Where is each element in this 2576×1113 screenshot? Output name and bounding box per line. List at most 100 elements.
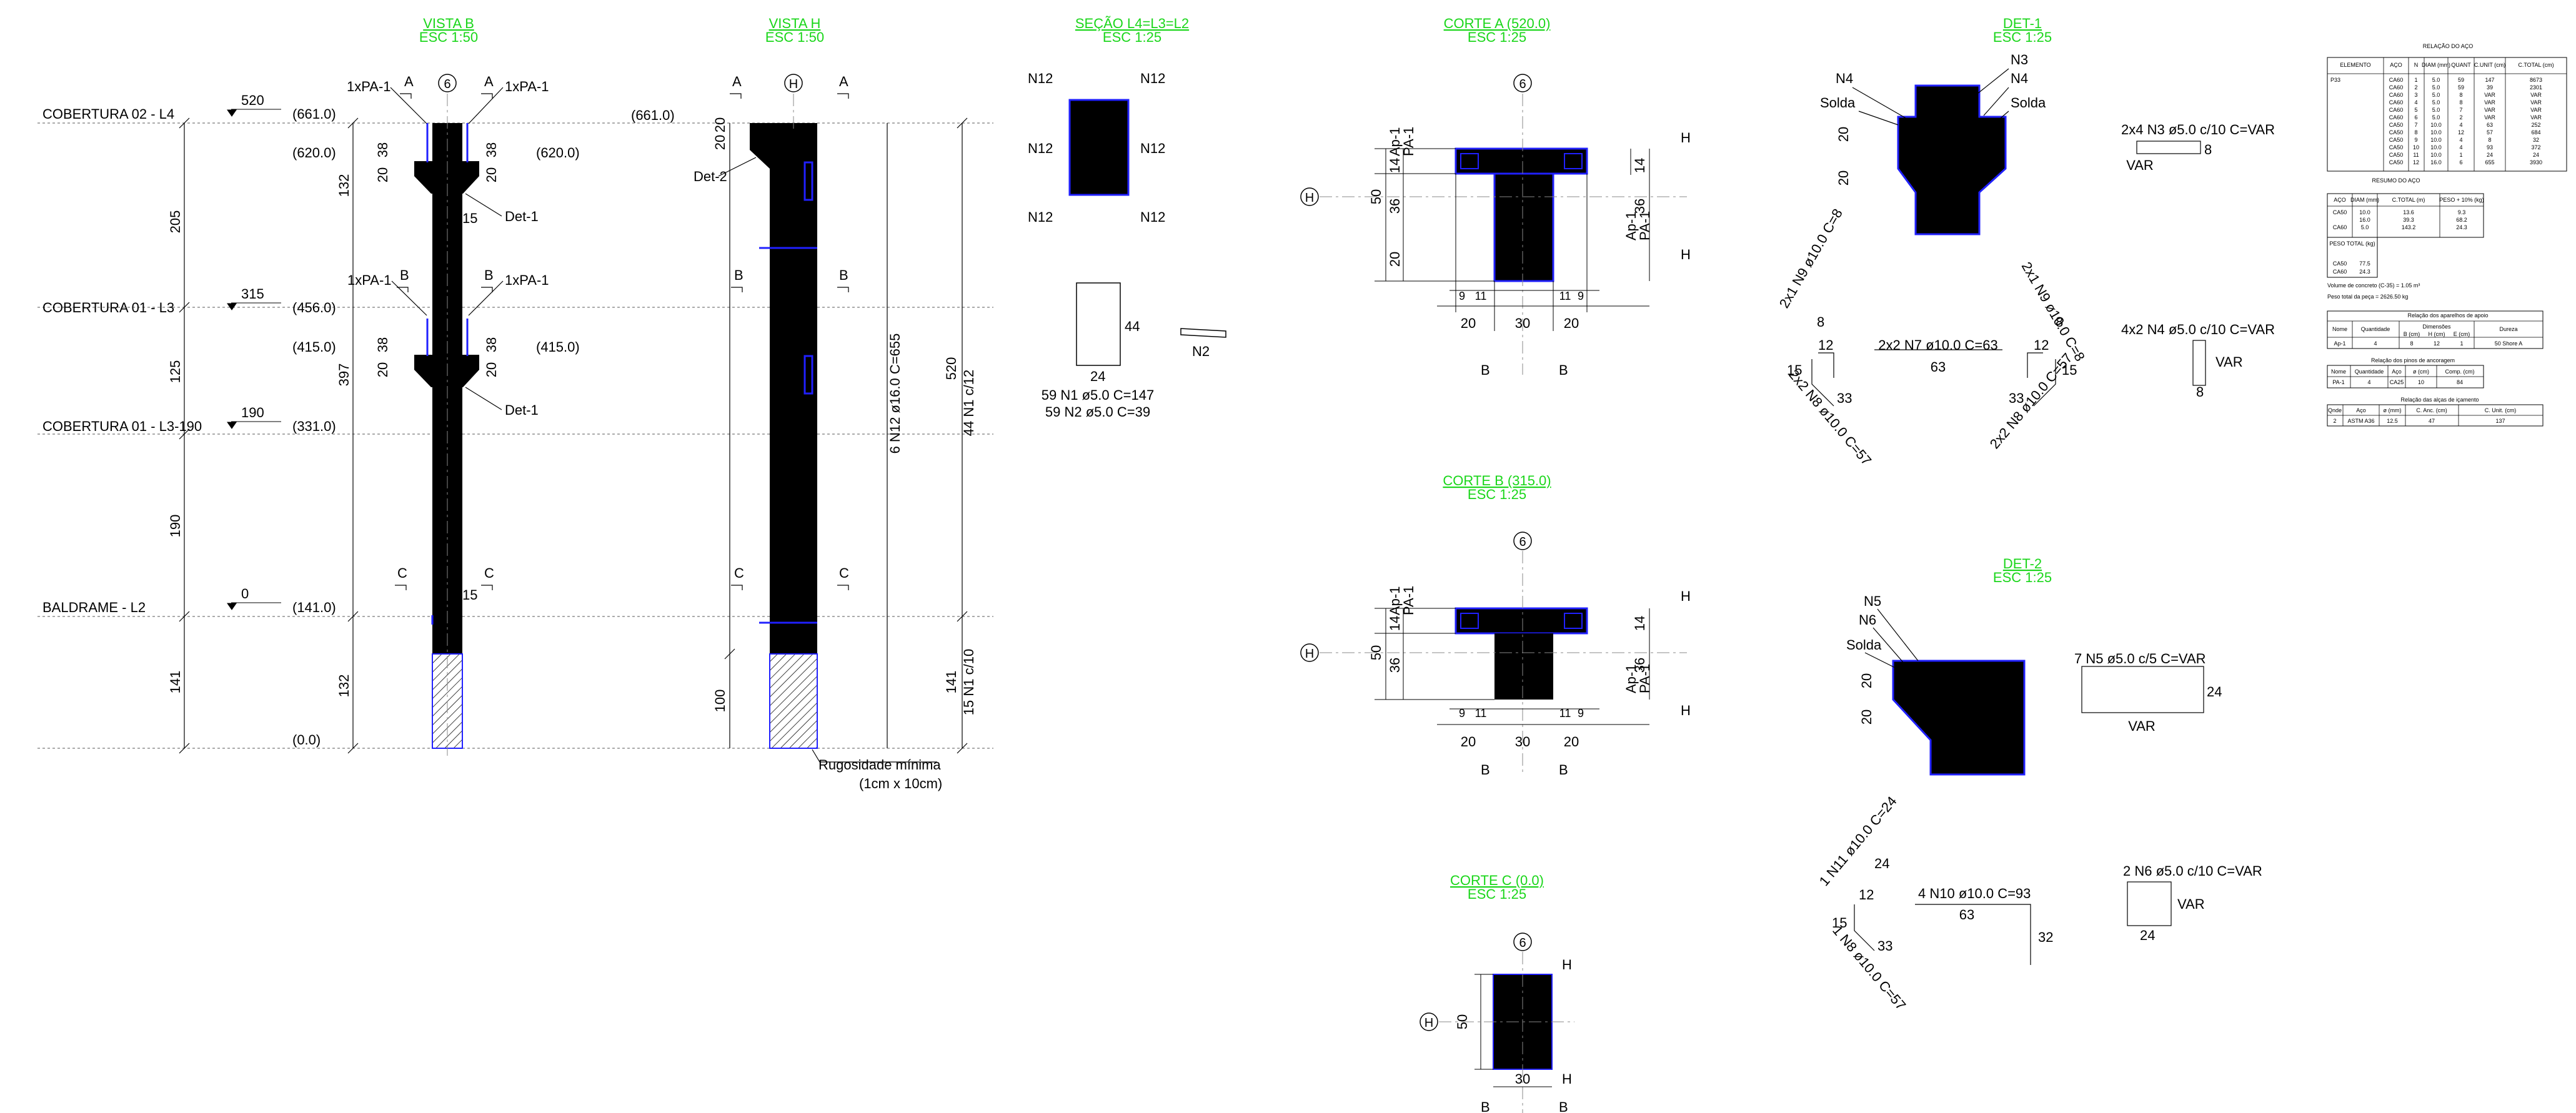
corte-b-d36-r: 36 <box>1632 658 1648 673</box>
n12-tr: N12 <box>1140 71 1165 86</box>
det1-d33-l: 33 <box>1837 390 1852 406</box>
relacao-cell: 4 <box>2459 122 2462 128</box>
corte-a-d20-br: 20 <box>1564 315 1579 331</box>
corte-b-d9-l: 9 <box>1459 707 1465 720</box>
det1-n3-d8: 8 <box>2204 142 2212 157</box>
rugosidade-label: Rugosidade mínima <box>818 757 941 773</box>
det2-d24: 24 <box>1874 856 1889 871</box>
corte-b-d14-l: 14 <box>1387 616 1403 631</box>
pa-label-top-left: 1xPA-1 <box>347 79 391 94</box>
det2-d20-a: 20 <box>1859 673 1874 688</box>
dim-20-mid-l: 20 <box>375 362 390 377</box>
relacao-cell: CA60 <box>2389 114 2404 121</box>
relacao-cell: CA60 <box>2389 84 2404 91</box>
resumo-cell: 24.3 <box>2456 224 2467 230</box>
corte-a-axis-6: 6 <box>1519 77 1526 91</box>
corte-c-b-right: B <box>1559 1099 1568 1113</box>
peso-peca-text: Peso total da peça = 2626.50 kg <box>2327 294 2408 300</box>
relacao-cell: 7 <box>2459 107 2462 113</box>
pinos-cell-nome: PA-1 <box>2332 379 2344 385</box>
corte-a-ap-label-r: Ap-1 <box>1623 212 1639 240</box>
relacao-cell: 5.0 <box>2432 99 2440 106</box>
vista-h-elev: (661.0) <box>631 107 675 123</box>
relacao-head-aco: AÇO <box>2390 62 2402 68</box>
det1-n3: N3 <box>2011 52 2028 67</box>
apoio-cell-e: 1 <box>2460 340 2463 347</box>
relacao-cell: CA60 <box>2389 99 2404 106</box>
det2-n5-label: 7 N5 ø5.0 c/5 C=VAR <box>2074 651 2206 666</box>
relacao-cell: 11 <box>2413 152 2419 158</box>
relacao-cell: 8 <box>2459 99 2462 106</box>
dim-190: 190 <box>167 515 183 538</box>
det1-d33-r: 33 <box>2009 390 2024 406</box>
det2-d20-b: 20 <box>1859 710 1874 725</box>
axis-6-vista-b: 6 <box>444 77 450 91</box>
apoio-sub-e: E (cm) <box>2454 331 2470 337</box>
relacao-cell: 5.0 <box>2432 107 2440 113</box>
corte-a-d30: 30 <box>1515 315 1530 331</box>
resumo-cell: 68.2 <box>2456 217 2467 223</box>
relacao-cell: VAR <box>2530 92 2542 98</box>
relacao-cell: 372 <box>2531 144 2540 151</box>
tables-panel: RELAÇÃO DO AÇO ELEMENTO AÇO N DIAM (mm) … <box>2327 43 2567 427</box>
level-elev-456: (456.0) <box>292 300 336 315</box>
corte-a-d20-l: 20 <box>1387 252 1403 267</box>
dim-15-top: 15 <box>462 210 477 226</box>
det1-n3-var: VAR <box>2126 157 2154 173</box>
det2-d32: 32 <box>2038 929 2053 945</box>
pinos-cell-qtd: 4 <box>2367 379 2370 385</box>
vista-h-scale: ESC 1:50 <box>765 29 824 45</box>
det2-d33: 33 <box>1877 938 1892 954</box>
pinos-head-aco: Aço <box>2392 369 2402 375</box>
corte-b-b-left: B <box>1481 762 1490 778</box>
dim-20-top-l: 20 <box>375 167 390 182</box>
level-elev-661: (661.0) <box>292 106 336 122</box>
det1-n4-d8: 8 <box>2196 384 2204 400</box>
peso-cell: 77.5 <box>2359 260 2370 267</box>
corte-a-pa-label: PA-1 <box>1401 127 1416 156</box>
relacao-cell: 1 <box>2414 77 2417 83</box>
corte-b-pa-label-r: PA-1 <box>1637 664 1653 693</box>
corte-a-d20-bl: 20 <box>1461 315 1476 331</box>
relacao-cell: CA50 <box>2389 144 2404 151</box>
relacao-cell: CA50 <box>2389 129 2404 136</box>
relacao-cell: 2 <box>2414 84 2417 91</box>
corte-b-d14-r: 14 <box>1632 616 1648 631</box>
secao-dim-24: 24 <box>1090 369 1105 384</box>
corte-a-title: CORTE A (520.0) <box>1444 16 1551 31</box>
icam-cell-aco: ASTM A36 <box>2347 418 2374 424</box>
relacao-cell: 12 <box>2458 129 2464 136</box>
pa-label-mid-right: 1xPA-1 <box>505 272 549 288</box>
dim-38-mid-r: 38 <box>484 337 499 352</box>
relacao-cell: 5.0 <box>2432 84 2440 91</box>
relacao-cell: 8 <box>2488 137 2491 143</box>
det2-n5: N5 <box>1864 593 1881 609</box>
relacao-cell: CA60 <box>2389 107 2404 113</box>
det2-n8-label: 1 N8 ø10.0 C=57 <box>1829 923 1909 1013</box>
det1-n7-label: 2x2 N7 ø10.0 C=63 <box>1878 337 1997 353</box>
det2-n11-label: 1 N11 ø10.0 C=24 <box>1816 793 1900 889</box>
det1-title: DET-1 <box>2003 16 2042 31</box>
section-a-left: A <box>404 74 414 89</box>
resumo-cell: 143.2 <box>2402 224 2416 230</box>
det2-n6-var: VAR <box>2177 896 2205 912</box>
relacao-cell: 10 <box>2413 144 2419 151</box>
icam-cell-canc: 47 <box>2429 418 2435 424</box>
relacao-cell: 10.0 <box>2430 129 2442 136</box>
det1-d8-l: 8 <box>1817 314 1824 330</box>
corte-a-pa-label-r: PA-1 <box>1637 211 1653 240</box>
n12-bl: N12 <box>1028 209 1053 225</box>
resumo-head-aco: AÇO <box>2334 197 2346 203</box>
secao-title: SEÇÃO L4=L3=L2 <box>1075 16 1189 31</box>
corte-c-d30: 30 <box>1515 1071 1530 1087</box>
vista-h-section-a-right: A <box>839 74 848 89</box>
det2-title: DET-2 <box>2003 556 2042 571</box>
secao-view: SEÇÃO L4=L3=L2 ESC 1:25 N12 N12 N12 N12 … <box>1028 16 1226 420</box>
relacao-cell: 10.0 <box>2430 137 2442 143</box>
relacao-cell: 63 <box>2487 122 2493 128</box>
vista-h-dim-20b: 20 <box>712 135 728 150</box>
relacao-cell: VAR <box>2484 107 2495 113</box>
corte-b-d11-l: 11 <box>1475 707 1487 720</box>
level-elev-141: (141.0) <box>292 600 336 615</box>
